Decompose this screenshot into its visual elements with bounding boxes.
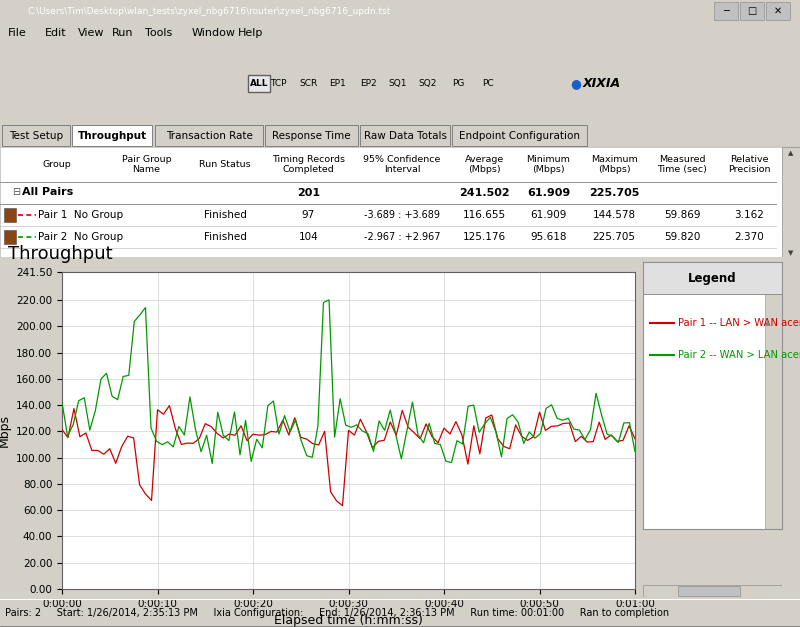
Bar [265, 125, 358, 146]
Text: Endpoint Configuration: Endpoint Configuration [459, 131, 580, 141]
Text: Tools: Tools [145, 28, 172, 38]
Text: Run: Run [112, 28, 134, 38]
Text: Help: Help [238, 28, 263, 38]
Text: Pairs: 2     Start: 1/26/2014, 2:35:13 PM     Ixia Configuration:     End: 1/26/: Pairs: 2 Start: 1/26/2014, 2:35:13 PM Ix… [5, 608, 669, 618]
Text: Finished: Finished [203, 232, 246, 242]
Text: Legend: Legend [688, 271, 737, 285]
Bar [766, 294, 782, 529]
Y-axis label: Mbps: Mbps [0, 414, 10, 447]
Text: Test Setup: Test Setup [9, 131, 63, 141]
Bar [4, 208, 16, 222]
Text: 59.869: 59.869 [664, 210, 700, 220]
Text: ─: ─ [723, 6, 729, 16]
Text: PC: PC [482, 79, 494, 88]
Text: 225.705: 225.705 [593, 232, 635, 242]
Text: 3.162: 3.162 [734, 210, 764, 220]
Text: 241.502: 241.502 [459, 188, 510, 198]
Text: Pair 2 -- WAN > LAN acer: Pair 2 -- WAN > LAN acer [678, 350, 800, 361]
X-axis label: Elapsed time (h:mm:ss): Elapsed time (h:mm:ss) [274, 614, 423, 627]
Text: Response Time: Response Time [272, 131, 351, 141]
Text: Pair 1  No Group: Pair 1 No Group [38, 210, 123, 220]
Text: TCP: TCP [270, 79, 286, 88]
Text: Transaction Rate: Transaction Rate [166, 131, 253, 141]
Text: C:\Users\Tim\Desktop\wlan_tests\zyxel_nbg6716\router\zyxel_nbg6716_updn.tst: C:\Users\Tim\Desktop\wlan_tests\zyxel_nb… [28, 6, 391, 16]
Text: 104: 104 [298, 232, 318, 242]
Text: Timing Records
Completed: Timing Records Completed [272, 155, 345, 174]
Bar [714, 3, 738, 20]
Text: Pair 1 -- LAN > WAN acer: Pair 1 -- LAN > WAN acer [678, 319, 800, 329]
Text: Raw Data Totals: Raw Data Totals [363, 131, 446, 141]
Text: Throughput: Throughput [8, 245, 113, 263]
Text: All Pairs: All Pairs [22, 187, 74, 197]
Text: SCR: SCR [299, 79, 317, 88]
Bar [452, 125, 587, 146]
Text: 225.705: 225.705 [589, 188, 639, 198]
Text: 144.578: 144.578 [593, 210, 635, 220]
Bar [643, 262, 782, 294]
Text: Pair Group
Name: Pair Group Name [122, 155, 171, 174]
Text: PG: PG [452, 79, 464, 88]
Text: EP1: EP1 [330, 79, 346, 88]
Text: □: □ [747, 6, 757, 16]
Text: File: File [8, 28, 26, 38]
Text: 97: 97 [302, 210, 315, 220]
Text: ALL: ALL [250, 79, 268, 88]
Text: 201: 201 [297, 188, 320, 198]
Bar [766, 3, 790, 20]
Bar [782, 147, 800, 257]
Bar [740, 3, 764, 20]
Bar [360, 125, 450, 146]
Text: Window: Window [192, 28, 236, 38]
Bar [248, 75, 270, 92]
Bar [4, 230, 16, 244]
Text: Run Status: Run Status [199, 160, 251, 169]
Text: 61.909: 61.909 [530, 210, 566, 220]
Text: 61.909: 61.909 [527, 188, 570, 198]
Text: SQ1: SQ1 [389, 79, 407, 88]
Text: Minimum
(Mbps): Minimum (Mbps) [526, 155, 570, 174]
Text: Edit: Edit [45, 28, 66, 38]
Bar [72, 125, 152, 146]
Text: ▲: ▲ [788, 150, 794, 156]
Text: ▲: ▲ [766, 320, 770, 327]
Text: 59.820: 59.820 [664, 232, 700, 242]
Text: ✕: ✕ [774, 6, 782, 16]
Text: Relative
Precision: Relative Precision [728, 155, 770, 174]
Text: Maximum
(Mbps): Maximum (Mbps) [590, 155, 638, 174]
Text: SQ2: SQ2 [419, 79, 437, 88]
Text: 2.370: 2.370 [734, 232, 764, 242]
Text: ▼: ▼ [788, 250, 794, 256]
Text: 116.655: 116.655 [463, 210, 506, 220]
Text: -3.689 : +3.689: -3.689 : +3.689 [364, 210, 440, 220]
Text: Throughput: Throughput [78, 131, 146, 141]
Text: -2.967 : +2.967: -2.967 : +2.967 [364, 232, 440, 242]
Text: ⊟: ⊟ [12, 187, 20, 197]
Text: 125.176: 125.176 [463, 232, 506, 242]
Text: Average
(Mbps): Average (Mbps) [465, 155, 504, 174]
Bar [678, 586, 740, 596]
Text: ●: ● [570, 77, 581, 90]
Text: XIXIA: XIXIA [583, 77, 621, 90]
Text: View: View [78, 28, 105, 38]
Bar [155, 125, 263, 146]
Text: 95% Confidence
Interval: 95% Confidence Interval [363, 155, 441, 174]
Text: Measured
Time (sec): Measured Time (sec) [657, 155, 707, 174]
Text: Pair 2  No Group: Pair 2 No Group [38, 232, 123, 242]
Text: 95.618: 95.618 [530, 232, 566, 242]
Text: Finished: Finished [203, 210, 246, 220]
Text: Group: Group [42, 160, 71, 169]
Text: EP2: EP2 [360, 79, 376, 88]
Bar [2, 125, 70, 146]
